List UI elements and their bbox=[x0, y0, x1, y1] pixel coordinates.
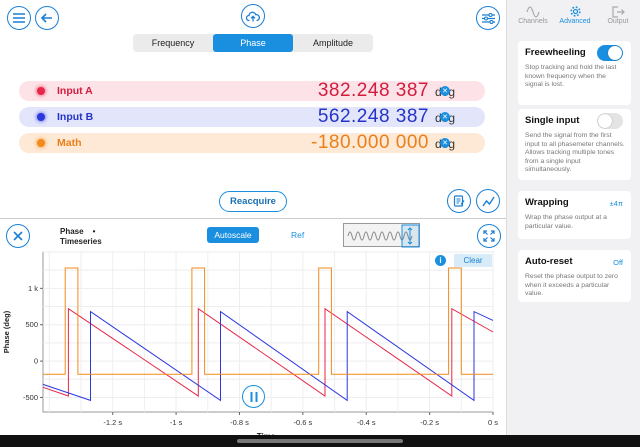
autoscale-button[interactable]: Autoscale bbox=[207, 227, 259, 243]
cloud-upload-button[interactable] bbox=[241, 4, 265, 28]
sidebar-tab-output[interactable]: Output bbox=[596, 0, 640, 30]
sidebar-tab-label: Advanced bbox=[559, 18, 591, 25]
menu-button[interactable] bbox=[7, 6, 31, 30]
setting-title: Auto-reset bbox=[525, 256, 573, 267]
toggle-knob bbox=[598, 114, 612, 128]
waveform-thumbnail-icon bbox=[347, 224, 420, 248]
setting-card-single-input: Single input Send the signal from the fi… bbox=[518, 109, 631, 180]
x-tick-label: 0 s bbox=[488, 418, 498, 427]
sidebar-tab-advanced[interactable]: Advanced bbox=[553, 0, 597, 30]
close-icon[interactable]: ✕ bbox=[440, 86, 450, 96]
ref-button[interactable]: Ref bbox=[291, 230, 305, 240]
measurement-row-input-b[interactable]: Input B 562.248 387 deg ✕ bbox=[19, 106, 485, 127]
notes-icon bbox=[453, 195, 465, 207]
expand-icon bbox=[483, 230, 495, 242]
setting-title: Single input bbox=[525, 115, 580, 126]
sidebar-tab-label: Channels bbox=[518, 18, 548, 25]
toggle-knob bbox=[608, 46, 622, 60]
pause-icon bbox=[250, 391, 257, 402]
info-icon[interactable]: i bbox=[435, 255, 446, 266]
x-tick-label: -0.6 s bbox=[293, 418, 312, 427]
series-line-2 bbox=[43, 267, 493, 375]
series-line-0 bbox=[42, 307, 494, 397]
y-tick-label: 500 bbox=[25, 320, 38, 329]
x-tick-label: -0.2 s bbox=[420, 418, 439, 427]
gear-icon bbox=[569, 6, 581, 17]
mode-tabs: Frequency Phase Amplitude bbox=[133, 34, 373, 52]
x-tick-label: -0.4 s bbox=[357, 418, 376, 427]
setting-title: Freewheeling bbox=[525, 47, 586, 58]
x-axis-label: Time bbox=[257, 432, 276, 435]
auto-reset-value[interactable]: Off bbox=[613, 258, 623, 267]
phase-timeseries-chart[interactable]: -1.2 s -1 s -0.8 s -0.6 s -0.4 s -0.2 s 0 s -50… bbox=[0, 219, 506, 435]
clear-button[interactable]: Clear bbox=[454, 254, 492, 267]
plot-area bbox=[42, 251, 494, 413]
output-icon bbox=[611, 6, 625, 18]
measurement-row-math[interactable]: Math -180.000 000 deg ✕ bbox=[19, 132, 485, 153]
home-indicator-bar bbox=[0, 435, 640, 447]
setting-description: Send the signal from the first input to … bbox=[525, 132, 625, 173]
series-line-1 bbox=[42, 310, 494, 402]
sidebar-tab-label: Output bbox=[607, 18, 629, 25]
overview-minimap[interactable] bbox=[343, 223, 420, 248]
sine-wave-icon bbox=[526, 6, 540, 18]
measurement-row-input-a[interactable]: Input A 382.248 387 deg ✕ bbox=[19, 80, 485, 101]
channel-value: 562.248 387 bbox=[317, 106, 429, 127]
wrapping-value[interactable]: ±4π bbox=[609, 199, 623, 208]
setting-card-auto-reset[interactable]: Auto-reset Reset the phase output to zer… bbox=[518, 250, 631, 302]
hamburger-icon bbox=[13, 13, 25, 23]
plot-title-line1: Phase bbox=[60, 227, 84, 236]
plot-title-line2: Timeseries bbox=[60, 237, 102, 246]
tab-frequency[interactable]: Frequency bbox=[151, 38, 195, 48]
close-icon[interactable]: ✕ bbox=[440, 138, 450, 148]
close-plot-button[interactable] bbox=[6, 224, 30, 248]
channel-value: -180.000 000 bbox=[311, 132, 429, 153]
setting-card-wrapping[interactable]: Wrapping Wrap the phase output at a part… bbox=[518, 191, 631, 239]
close-icon bbox=[13, 231, 23, 241]
setting-description: Stop tracking and hold the last known fr… bbox=[525, 64, 617, 88]
setting-description: Reset the phase output to zero when it e… bbox=[525, 273, 618, 297]
sliders-icon bbox=[481, 12, 495, 24]
cloud-upload-icon bbox=[246, 11, 260, 21]
reacquire-button[interactable]: Reacquire bbox=[219, 191, 287, 212]
line-chart-icon bbox=[481, 196, 495, 206]
y-axis-label: Phase (deg) bbox=[2, 310, 11, 353]
channel-dot-icon bbox=[37, 139, 45, 147]
notes-button[interactable] bbox=[447, 189, 471, 213]
settings-sliders-button[interactable] bbox=[476, 6, 500, 30]
setting-card-freewheeling: Freewheeling Stop tracking and hold the … bbox=[518, 41, 631, 105]
home-indicator bbox=[237, 439, 403, 443]
tab-phase[interactable]: Phase bbox=[213, 34, 293, 52]
channel-name: Input A bbox=[57, 85, 93, 97]
channel-name: Math bbox=[57, 137, 82, 149]
y-tick-label: 1 k bbox=[28, 284, 38, 293]
channel-name: Input B bbox=[57, 111, 94, 123]
close-icon[interactable]: ✕ bbox=[440, 112, 450, 122]
plot-selector[interactable]: Phase • Timeseries bbox=[60, 227, 102, 247]
pause-button[interactable] bbox=[242, 385, 265, 408]
x-tick-label: -1 s bbox=[170, 418, 183, 427]
fullscreen-button[interactable] bbox=[477, 224, 501, 248]
tab-amplitude[interactable]: Amplitude bbox=[312, 38, 354, 48]
channel-dot-icon bbox=[37, 87, 45, 95]
back-button[interactable] bbox=[35, 6, 59, 30]
main-panel: Frequency Phase Amplitude Input A 382.24… bbox=[0, 4, 506, 435]
channel-value: 382.248 387 bbox=[317, 80, 429, 101]
arrow-left-icon bbox=[41, 13, 52, 23]
channel-dot-icon bbox=[37, 113, 45, 121]
single-input-toggle[interactable] bbox=[597, 113, 623, 129]
freewheeling-toggle[interactable] bbox=[597, 45, 623, 61]
setting-description: Wrap the phase output at a particular va… bbox=[525, 214, 607, 230]
x-tick-label: -0.8 s bbox=[230, 418, 249, 427]
chart-view-button[interactable] bbox=[476, 189, 500, 213]
setting-title: Wrapping bbox=[525, 197, 569, 208]
sidebar: Channels Advanced Output Freewheeling St… bbox=[506, 0, 640, 435]
sidebar-tab-channels[interactable]: Channels bbox=[511, 0, 555, 30]
dropdown-indicator-icon: • bbox=[92, 227, 96, 236]
y-tick-label: 0 bbox=[34, 357, 38, 366]
y-tick-label: -500 bbox=[23, 393, 38, 402]
x-tick-label: -1.2 s bbox=[103, 418, 122, 427]
section-divider bbox=[0, 218, 506, 219]
